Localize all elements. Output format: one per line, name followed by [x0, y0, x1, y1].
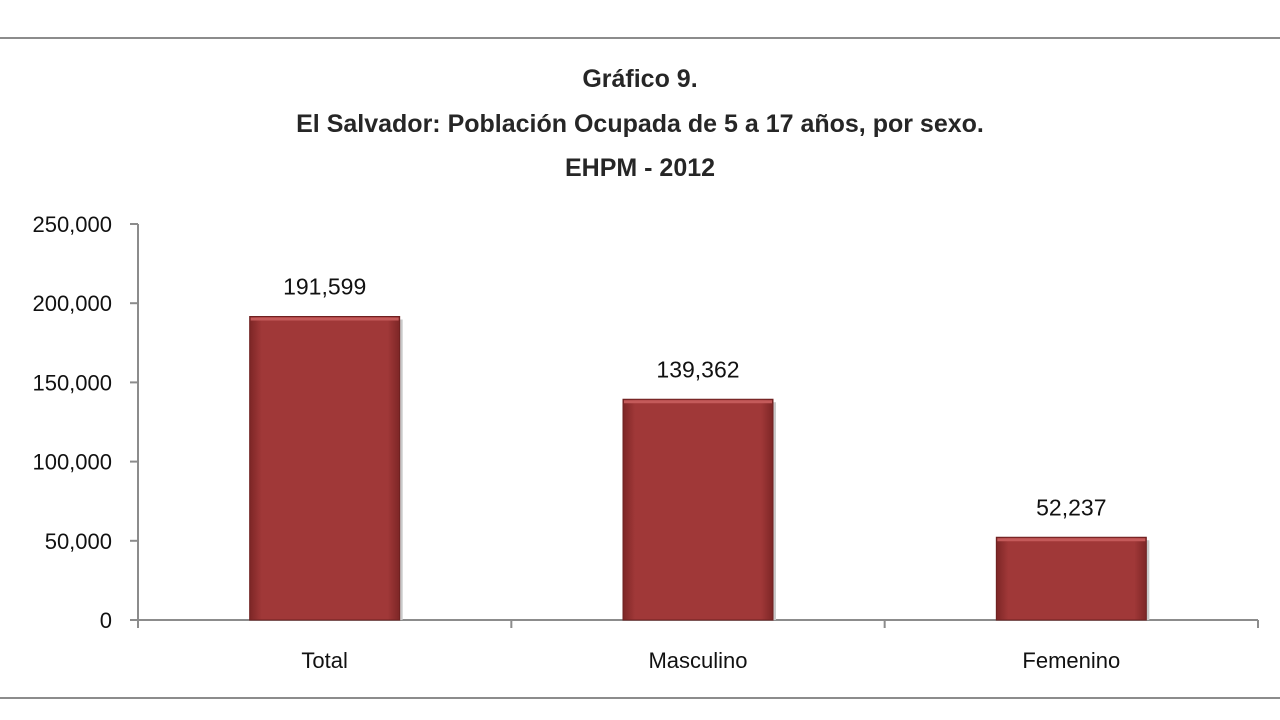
category-label: Masculino — [648, 648, 747, 673]
category-label: Femenino — [1022, 648, 1120, 673]
y-tick-label: 250,000 — [32, 212, 112, 237]
bar-femenino — [995, 536, 1147, 621]
y-tick-label: 50,000 — [45, 529, 112, 554]
bars — [249, 316, 1150, 621]
chart-title-line-2: El Salvador: Población Ocupada de 5 a 17… — [296, 110, 984, 138]
labels: 0 50,000 100,000 150,000 200,000 250,000 191,5… — [32, 212, 1120, 673]
category-label: Total — [301, 648, 347, 673]
y-tick-label: 150,000 — [32, 370, 112, 395]
y-tick-label: 200,000 — [32, 291, 112, 316]
bar-masculino — [622, 398, 774, 621]
bottom-border-line — [0, 697, 1280, 699]
data-label: 52,237 — [1036, 494, 1106, 520]
bar-total — [249, 316, 401, 621]
chart-title-line-3: EHPM - 2012 — [564, 154, 716, 182]
bar-highlight — [250, 317, 399, 321]
y-tick-label: 0 — [100, 608, 112, 633]
top-border-line — [0, 37, 1280, 39]
y-tick-label: 100,000 — [32, 450, 112, 475]
bar-highlight — [997, 538, 1146, 542]
data-label: 191,599 — [283, 274, 366, 300]
data-label: 139,362 — [656, 356, 739, 382]
chart-title-line-1: Gráfico 9. — [582, 65, 698, 93]
bar-highlight — [624, 400, 772, 404]
